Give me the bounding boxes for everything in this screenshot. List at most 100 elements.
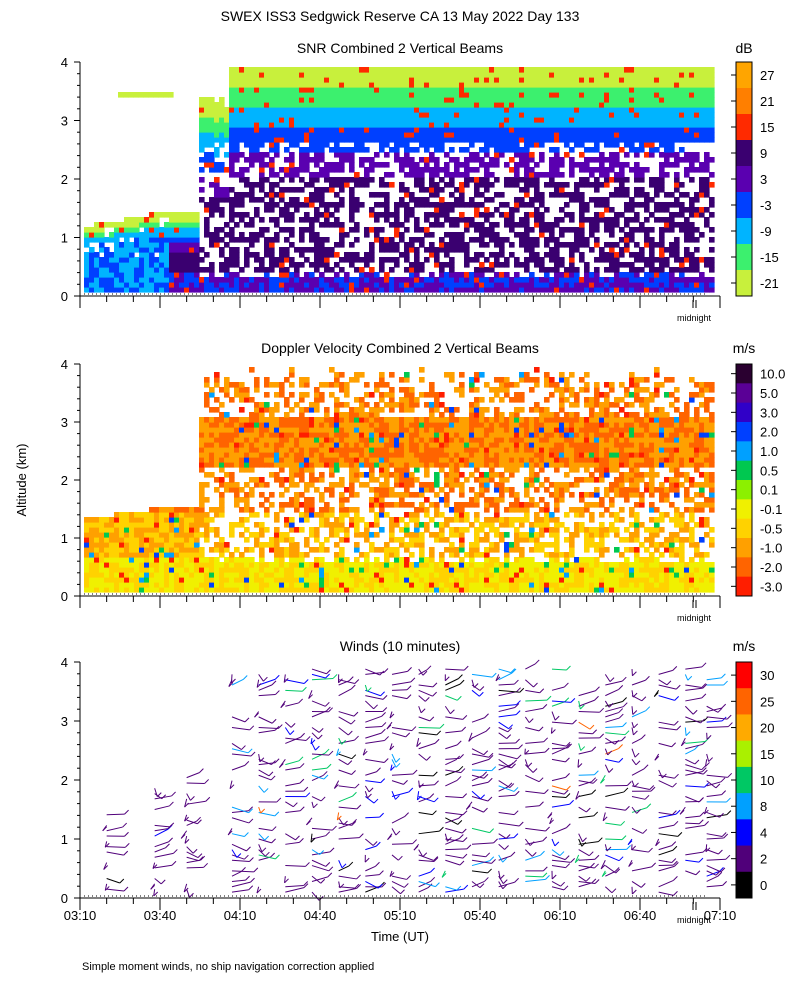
snr-cell <box>439 132 445 138</box>
snr-cell <box>709 77 715 83</box>
snr-cell <box>364 92 370 98</box>
snr-cell <box>469 167 475 173</box>
snr-cell <box>369 127 375 133</box>
snr-cell <box>219 262 225 268</box>
snr-cell <box>389 182 395 188</box>
doppler-cell <box>84 527 90 533</box>
snr-cell <box>539 287 545 293</box>
doppler-cell <box>234 382 240 388</box>
snr-cell <box>284 187 290 193</box>
snr-cell <box>439 212 445 218</box>
doppler-cell <box>119 512 125 518</box>
snr-cell <box>344 147 350 153</box>
snr-cell <box>514 142 520 148</box>
snr-cell <box>244 287 250 293</box>
snr-cell <box>329 127 335 133</box>
snr-cell <box>389 147 395 153</box>
doppler-cell <box>84 567 90 573</box>
snr-cell <box>169 237 175 243</box>
snr-cell <box>314 162 320 168</box>
snr-cell <box>279 87 285 93</box>
snr-cell <box>524 87 530 93</box>
snr-cell <box>354 172 360 178</box>
snr-cell <box>404 207 410 213</box>
snr-cell <box>234 252 240 258</box>
snr-cell <box>229 122 235 128</box>
doppler-cell <box>259 577 265 583</box>
snr-cell <box>594 277 600 283</box>
snr-cell <box>474 157 480 163</box>
snr-cell <box>699 117 705 123</box>
snr-cell <box>304 152 310 158</box>
snr-cell <box>504 222 510 228</box>
snr-cell <box>224 282 230 288</box>
snr-cell <box>259 162 265 168</box>
snr-cell <box>414 72 420 78</box>
doppler-cell <box>334 532 340 538</box>
snr-cell <box>509 217 515 223</box>
snr-cell <box>214 182 220 188</box>
doppler-cell <box>234 547 240 553</box>
doppler-cell <box>274 472 280 478</box>
snr-cell <box>684 102 690 108</box>
snr-cell <box>569 112 575 118</box>
snr-cell <box>269 277 275 283</box>
snr-cell <box>494 137 500 143</box>
snr-cell <box>664 192 670 198</box>
snr-cell <box>639 172 645 178</box>
snr-cell <box>414 202 420 208</box>
snr-cell <box>399 202 405 208</box>
doppler-cell <box>324 562 330 568</box>
snr-cell <box>484 132 490 138</box>
doppler-cell <box>214 417 220 423</box>
snr-cell <box>529 82 535 88</box>
doppler-cell <box>314 532 320 538</box>
snr-cell <box>294 82 300 88</box>
snr-cell <box>254 252 260 258</box>
snr-cell <box>694 262 700 268</box>
snr-cell <box>369 77 375 83</box>
doppler-cell <box>114 567 120 573</box>
snr-cell <box>379 202 385 208</box>
snr-cell <box>474 192 480 198</box>
doppler-cell <box>214 532 220 538</box>
doppler-cell <box>339 537 345 543</box>
snr-cell <box>244 77 250 83</box>
snr-cell <box>684 127 690 133</box>
snr-cell <box>279 177 285 183</box>
snr-cell <box>509 122 515 128</box>
doppler-cell <box>239 577 245 583</box>
snr-cell <box>244 262 250 268</box>
snr-cell <box>339 112 345 118</box>
snr-cell <box>589 167 595 173</box>
doppler-cell <box>94 562 100 568</box>
snr-cell <box>569 167 575 173</box>
snr-cell <box>664 82 670 88</box>
snr-cell <box>154 212 160 218</box>
snr-cell <box>689 222 695 228</box>
snr-cell <box>694 152 700 158</box>
snr-cell <box>684 217 690 223</box>
snr-cell <box>294 247 300 253</box>
snr-cell <box>544 137 550 143</box>
snr-cell <box>154 277 160 283</box>
snr-cell <box>644 242 650 248</box>
snr-cell <box>269 182 275 188</box>
snr-cell <box>234 102 240 108</box>
snr-cell <box>469 87 475 93</box>
snr-cell <box>689 232 695 238</box>
snr-cell <box>584 202 590 208</box>
doppler-cell <box>219 427 225 433</box>
snr-cell <box>269 187 275 193</box>
snr-cell <box>494 242 500 248</box>
snr-cell <box>409 162 415 168</box>
snr-cell <box>509 167 515 173</box>
snr-cell <box>319 282 325 288</box>
snr-cell <box>384 67 390 73</box>
snr-cell <box>289 107 295 113</box>
doppler-cell <box>329 462 335 468</box>
snr-cell <box>289 257 295 263</box>
doppler-cell <box>169 567 175 573</box>
snr-cell <box>384 217 390 223</box>
snr-cell <box>609 72 615 78</box>
